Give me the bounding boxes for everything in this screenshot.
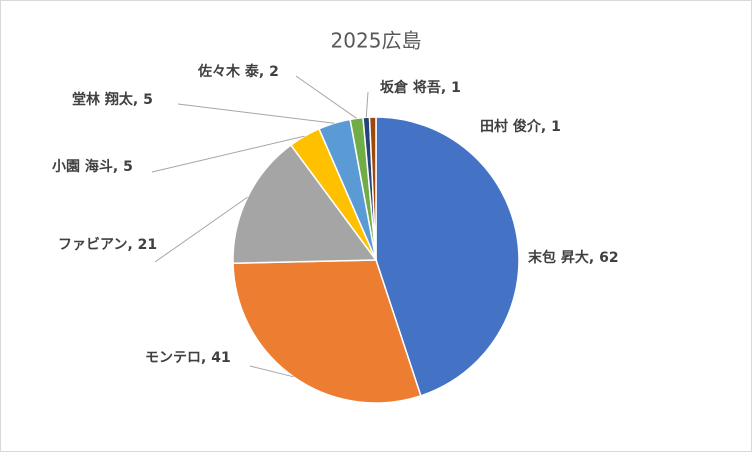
leader-line [177, 103, 335, 124]
data-label: モンテロ, 41 [145, 350, 231, 366]
data-label: 堂林 翔太, 5 [72, 91, 153, 108]
data-label: 末包 昇大, 62 [528, 249, 619, 266]
label-category: 堂林 翔太 [72, 91, 134, 108]
label-category: 小園 海斗 [52, 158, 113, 175]
data-label: 小園 海斗, 5 [52, 158, 133, 175]
label-category: 田村 俊介 [480, 118, 542, 135]
pie-slice [368, 116, 377, 261]
label-value: 5 [143, 92, 153, 108]
label-category: モンテロ [145, 350, 201, 366]
data-label: 田村 俊介, 1 [480, 118, 561, 135]
label-category: ファビアン [58, 237, 127, 253]
data-label: 佐々木 泰, 2 [197, 63, 279, 80]
label-value: 21 [138, 237, 157, 253]
pie-slice [232, 144, 378, 265]
label-separator: , [441, 80, 451, 96]
label-category: 坂倉 将吾 [380, 79, 441, 96]
label-value: 41 [211, 350, 230, 366]
label-separator: , [541, 119, 551, 135]
leader-line [295, 75, 357, 119]
chart-title: 2025広島 [331, 29, 422, 53]
label-value: 1 [551, 119, 561, 135]
label-value: 5 [123, 159, 133, 175]
data-label: ファビアン, 21 [58, 237, 157, 253]
label-category: 佐々木 泰 [197, 63, 260, 80]
label-value: 2 [269, 64, 279, 80]
label-separator: , [127, 237, 137, 253]
label-category: 末包 昇大 [528, 249, 589, 266]
pie-slice [232, 259, 422, 404]
leader-line [154, 196, 248, 263]
label-separator: , [259, 64, 269, 80]
data-label: 坂倉 将吾, 1 [380, 79, 461, 96]
label-separator: , [113, 159, 123, 175]
leader-line [249, 365, 294, 378]
label-separator: , [133, 92, 143, 108]
leader-line [151, 135, 305, 173]
label-value: 1 [451, 80, 461, 96]
label-separator: , [201, 350, 211, 366]
label-separator: , [589, 250, 599, 266]
leader-line [365, 91, 369, 118]
pie-slice [375, 116, 520, 397]
label-value: 62 [599, 250, 618, 266]
